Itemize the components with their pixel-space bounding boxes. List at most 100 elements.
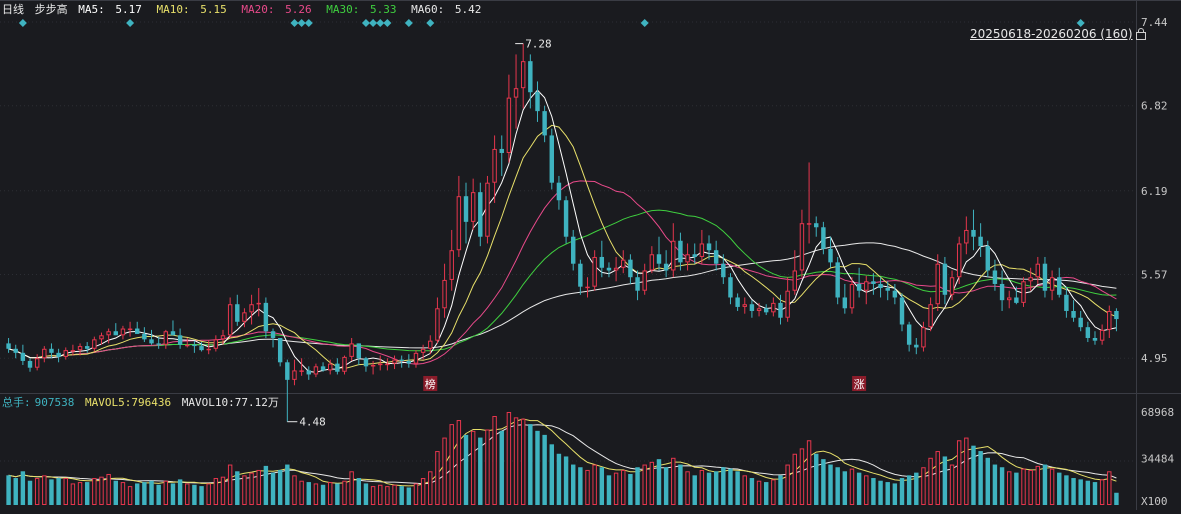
candle-body-up [742, 304, 747, 307]
candle [27, 358, 33, 372]
volume-bar-up [756, 480, 762, 506]
price-tick-label: 6.19 [1141, 185, 1168, 198]
candle-body-down [1064, 294, 1069, 311]
diamond-marker[interactable] [376, 19, 385, 27]
candle [671, 223, 676, 278]
candle-body-down [692, 254, 697, 257]
candle-body-up [1028, 277, 1033, 282]
candle-body-up [127, 328, 133, 331]
event-badge[interactable] [852, 376, 867, 391]
candle [792, 250, 798, 295]
candle [142, 327, 147, 343]
candle [935, 254, 940, 311]
candle [1071, 300, 1076, 322]
candle [135, 321, 140, 334]
volume-bar-down [599, 467, 605, 505]
candle [799, 209, 805, 278]
event-badge-text[interactable]: 榜 [425, 377, 436, 391]
volume-bar-up [292, 475, 297, 506]
moving-average-lines [8, 89, 1117, 373]
candle-body-up [699, 243, 705, 257]
diamond-marker[interactable] [640, 19, 649, 27]
mavol10-value: 77.12万 [234, 396, 279, 409]
candle-body-up [63, 350, 68, 357]
candle-body-down [571, 236, 576, 264]
volume-bar-up [428, 471, 433, 506]
volume-bar-down [578, 467, 583, 505]
candle [842, 283, 848, 314]
candle [70, 344, 76, 356]
price-tick-label: 5.57 [1141, 269, 1168, 282]
ma5-line [8, 89, 1117, 373]
date-range[interactable]: 20250618-20260206 (160) [970, 27, 1146, 41]
candle [63, 347, 68, 360]
volume-bar-down [1042, 464, 1048, 505]
candle-body-up [242, 312, 247, 322]
candle [756, 302, 762, 317]
volume-bar-up [470, 430, 476, 506]
diamond-marker[interactable] [18, 19, 27, 27]
diamond-marker[interactable] [369, 19, 378, 27]
candle-body-up [921, 327, 926, 348]
event-badge-text[interactable]: 涨 [854, 378, 865, 391]
candle-body-down [406, 360, 412, 364]
candle [821, 221, 826, 255]
diamond-marker[interactable] [361, 19, 370, 27]
lock-icon[interactable] [1135, 28, 1146, 40]
candle [678, 232, 683, 271]
chart-header: 日线 步步高 MA5: 5.17 MA10: 5.15 MA20: 5.26 M… [2, 2, 489, 18]
volume-bar-up [742, 475, 747, 506]
diamond-marker[interactable] [304, 19, 313, 27]
candle-body-up [92, 339, 97, 349]
candle [978, 223, 983, 257]
candle [220, 329, 226, 345]
candle-body-up [849, 283, 855, 309]
diamond-marker[interactable] [290, 19, 299, 27]
volume-bar-down [563, 456, 569, 505]
candle-body-up [964, 229, 969, 244]
event-badge[interactable] [423, 376, 438, 391]
candle [1006, 290, 1012, 309]
diamond-marker[interactable] [1076, 19, 1085, 27]
volume-bar-down [1085, 480, 1091, 505]
diamond-marker[interactable] [383, 19, 392, 27]
ma20-line [8, 180, 1117, 365]
diamond-marker[interactable] [126, 19, 135, 27]
candle [320, 362, 326, 372]
candle-body-down [842, 297, 848, 309]
volume-bar-up [34, 478, 40, 506]
candle [1021, 277, 1026, 307]
candle-body-down [749, 304, 755, 311]
candle-body-up [292, 370, 297, 380]
price-tick-label: 6.82 [1141, 100, 1168, 113]
candle-body-down [678, 240, 683, 263]
candle [906, 321, 912, 352]
candle [1057, 267, 1062, 298]
date-range-text[interactable]: 20250618-20260206 (160) [970, 27, 1133, 41]
candle-body-down [235, 304, 240, 322]
candle-body-up [928, 304, 933, 328]
volume-bar-up [106, 473, 111, 506]
ma5-name: MA5: [78, 3, 105, 16]
mavol5-value: 796436 [131, 396, 172, 409]
candle-body-down [856, 283, 862, 291]
candle-body-up [1021, 281, 1026, 303]
candle-body-down [914, 344, 919, 348]
diamond-marker[interactable] [297, 19, 306, 27]
diamond-marker[interactable] [426, 19, 435, 27]
volume-header: 总手: 907538 MAVOL5:796436 MAVOL10:77.12万 [2, 395, 283, 411]
diamond-marker[interactable] [404, 19, 413, 27]
volume-bar-down [49, 479, 54, 505]
candle-body-up [592, 256, 597, 287]
volume-bar-up [206, 483, 211, 505]
candle-body-down [778, 302, 783, 318]
volume-bar-up [506, 412, 512, 505]
volume-bar-up [327, 482, 333, 505]
candle [692, 243, 697, 264]
candle-body-down [320, 366, 326, 371]
volume-bar-up [485, 429, 490, 506]
candle-body-down [199, 346, 204, 351]
candle-body-down [263, 302, 269, 332]
